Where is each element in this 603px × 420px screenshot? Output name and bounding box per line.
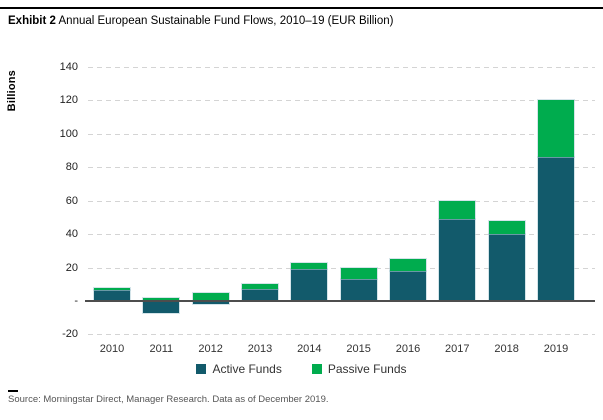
bar-segment-passive-funds-2018	[488, 220, 525, 235]
bar-segment-passive-funds-2011	[143, 297, 180, 301]
top-divider	[0, 7, 603, 9]
bar-segment-active-funds-2015	[340, 279, 377, 301]
y-tick-label--20: -20	[62, 328, 78, 341]
bar-segment-active-funds-2017	[439, 219, 476, 301]
x-tick-label-2019: 2019	[543, 343, 569, 355]
x-tick-label-2018: 2018	[494, 343, 519, 355]
chart-legend: Active Funds Passive Funds	[0, 362, 603, 376]
bar-segment-active-funds-2011	[143, 301, 180, 313]
y-tick-label--: -	[74, 295, 78, 307]
y-axis-title: Billions	[6, 70, 18, 112]
x-tick-label-2017: 2017	[445, 343, 470, 355]
bar-segment-passive-funds-2016	[389, 259, 426, 271]
x-tick-label-2015: 2015	[346, 343, 371, 355]
bar-segment-active-funds-2014	[291, 269, 328, 301]
x-tick-label-2012: 2012	[198, 343, 223, 355]
bar-segment-active-funds-2012	[192, 301, 229, 304]
x-tick-label-2013: 2013	[247, 343, 273, 355]
x-tick-label-2011: 2011	[149, 343, 174, 355]
bar-segment-passive-funds-2014	[291, 262, 328, 270]
gridline-140	[88, 67, 595, 69]
y-tick-label-80: 80	[65, 161, 78, 174]
gridline-60	[88, 200, 595, 202]
bar-segment-active-funds-2018	[488, 234, 525, 301]
legend-label: Active Funds	[212, 362, 282, 376]
y-tick-label-100: 100	[59, 127, 78, 140]
legend-label: Passive Funds	[327, 362, 407, 376]
bar-segment-passive-funds-2013	[241, 284, 278, 290]
exhibit-title-text: Annual European Sustainable Fund Flows, …	[58, 15, 394, 27]
gridline-120	[88, 100, 595, 102]
zero-axis-line	[85, 300, 595, 302]
y-tick-label-140: 140	[59, 61, 78, 74]
bar-segment-passive-funds-2017	[439, 200, 476, 220]
x-tick-label-2010: 2010	[99, 343, 125, 355]
y-tick-label-60: 60	[65, 194, 78, 207]
y-tick-label-20: 20	[65, 261, 78, 274]
bar-segment-passive-funds-2019	[537, 100, 574, 158]
legend-item-active-funds: Active Funds	[196, 362, 282, 376]
bar-segment-active-funds-2019	[537, 157, 574, 301]
bar-segment-active-funds-2013	[241, 289, 278, 301]
stacked-bar-chart: 140 120 100 80 60 40 20 - -20 2010 2011 2012 2013 201…	[60, 61, 595, 355]
bar-segment-passive-funds-2015	[340, 267, 377, 280]
gridline-80	[88, 167, 595, 169]
active-funds-swatch	[196, 364, 207, 374]
footer-tick	[8, 390, 18, 392]
y-tick-label-120: 120	[59, 94, 78, 107]
bar-segment-passive-funds-2010	[94, 287, 130, 291]
source-note: Source: Morningstar Direct, Manager Rese…	[8, 394, 329, 405]
exhibit-number: Exhibit 2	[8, 15, 56, 27]
y-tick-label-40: 40	[65, 228, 78, 241]
bar-segment-active-funds-2010	[94, 290, 130, 301]
gridline-40	[88, 234, 595, 236]
x-tick-label-2016: 2016	[395, 343, 421, 355]
bar-segment-active-funds-2016	[389, 270, 426, 301]
passive-funds-swatch	[311, 364, 322, 374]
legend-item-passive-funds: Passive Funds	[311, 362, 407, 376]
x-tick-label-2014: 2014	[297, 343, 322, 355]
page-title: Exhibit 2 Annual European Sustainable Fu…	[8, 15, 393, 27]
bar-segment-passive-funds-2012	[192, 293, 229, 301]
gridline-100	[88, 133, 595, 135]
gridline--20	[88, 334, 595, 336]
